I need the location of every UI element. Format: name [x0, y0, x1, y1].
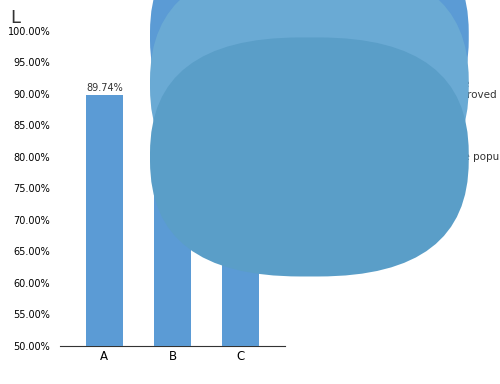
Text: L: L	[10, 9, 20, 27]
Text: 89.74%: 89.74%	[86, 83, 122, 93]
Text: 93.33%: 93.33%	[154, 61, 191, 71]
Bar	[222, 111, 260, 346]
Bar	[154, 73, 192, 346]
Text: 87.29%: 87.29%	[222, 99, 259, 109]
Text: C:IR group with lymphocyte populations
aberration didn’t improve: C:IR group with lymphocyte populations a…	[325, 152, 500, 173]
Text: B:IR group with lymphocyte
populations aberration improved: B:IR group with lymphocyte populations a…	[325, 79, 496, 100]
Text: L: live birth rate (%): L: live birth rate (%)	[300, 230, 405, 240]
Bar	[86, 95, 123, 346]
Text: A:Non-IR group: A:Non-IR group	[325, 35, 404, 45]
